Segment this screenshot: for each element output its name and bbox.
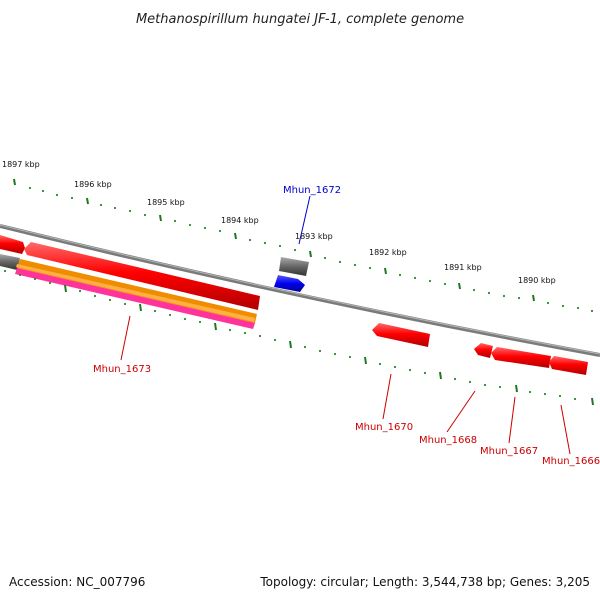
gene-feature-mhun-1666[interactable] (549, 356, 588, 375)
scale-label-1891: 1891 kbp (444, 263, 482, 272)
gene-label-mhun-1668[interactable]: Mhun_1668 (419, 435, 477, 446)
gene-label-mhun-1667[interactable]: Mhun_1667 (480, 446, 538, 457)
scale-label-1895: 1895 kbp (147, 198, 185, 207)
leader-mhun-1670 (382, 373, 392, 420)
upper-scale-ticks (13, 178, 535, 302)
gene-feature-mhun-1673[interactable] (15, 268, 255, 329)
topology-text: Topology: circular; Length: 3,544,738 bp… (259, 575, 590, 589)
leader-mhun-1667 (508, 396, 516, 444)
scale-label-1890: 1890 kbp (518, 276, 556, 285)
leader-mhun-1673 (120, 315, 131, 361)
leader-mhun-1668 (446, 390, 476, 433)
scale-labels: 1897 kbp 1896 kbp 1895 kbp 1894 kbp 1893… (2, 160, 556, 285)
scale-label-1894: 1894 kbp (221, 216, 259, 225)
gene-feature-mhun-1670[interactable] (372, 323, 430, 347)
gene-label-mhun-1672[interactable]: Mhun_1672 (283, 185, 341, 196)
gene-label-mhun-1666[interactable]: Mhun_1666 (542, 456, 600, 467)
map-title: Methanospirillum hungatei JF-1, complete… (136, 12, 464, 27)
lower-scale-ticks (64, 284, 594, 406)
scale-label-1893: 1893 kbp (295, 232, 333, 241)
scale-label-1896: 1896 kbp (74, 180, 112, 189)
gene-feature-mhun-1672[interactable] (274, 275, 305, 292)
upper-scale-dots (28, 186, 594, 313)
leader-mhun-1666 (560, 404, 571, 455)
gene-feature-mhun-1668[interactable] (474, 343, 493, 358)
scale-label-1892: 1892 kbp (369, 248, 407, 257)
gene-feature-left-edge[interactable] (0, 235, 25, 254)
accession-text: Accession: NC_007796 (9, 575, 145, 589)
scale-label-1897: 1897 kbp (2, 160, 40, 169)
gene-feature-orange-highlight (16, 264, 255, 322)
rna-feature-left[interactable] (0, 254, 20, 270)
label-leaders (120, 195, 571, 455)
rna-feature-upper[interactable] (279, 257, 309, 276)
gene-feature-mhun-1667[interactable] (491, 347, 551, 368)
lower-scale-dots (3, 269, 577, 401)
gene-label-mhun-1673[interactable]: Mhun_1673 (93, 364, 151, 375)
gene-label-mhun-1670[interactable]: Mhun_1670 (355, 422, 413, 433)
genome-backbone (0, 224, 600, 357)
gene-feature-mhun-1674[interactable] (24, 242, 260, 310)
leader-mhun-1672 (298, 195, 311, 245)
genome-backbone-highlight (0, 224, 600, 355)
